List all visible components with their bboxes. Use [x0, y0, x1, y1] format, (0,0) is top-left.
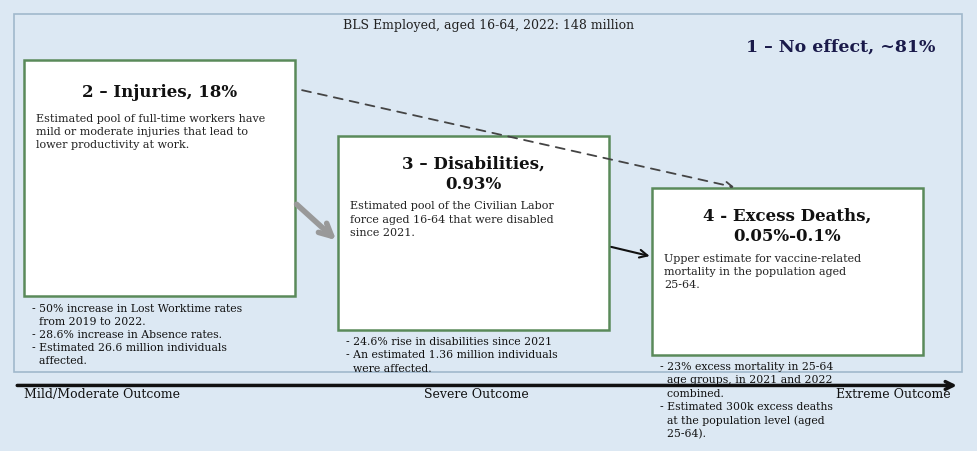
FancyBboxPatch shape [338, 136, 608, 330]
FancyBboxPatch shape [15, 15, 960, 372]
Text: - 23% excess mortality in 25-64
  age groups, in 2021 and 2022
  combined.
- Est: - 23% excess mortality in 25-64 age grou… [659, 361, 832, 438]
Text: 1 – No effect, ~81%: 1 – No effect, ~81% [745, 38, 935, 55]
Text: Extreme Outcome: Extreme Outcome [835, 387, 950, 400]
Text: Upper estimate for vaccine-related
mortality in the population aged
25-64.: Upper estimate for vaccine-related morta… [663, 253, 861, 289]
Text: 2 – Injuries, 18%: 2 – Injuries, 18% [82, 84, 236, 101]
Text: Severe Outcome: Severe Outcome [424, 387, 529, 400]
Text: - 50% increase in Lost Worktime rates
  from 2019 to 2022.
- 28.6% increase in A: - 50% increase in Lost Worktime rates fr… [32, 303, 242, 366]
Text: Estimated pool of the Civilian Labor
force aged 16-64 that were disabled
since 2: Estimated pool of the Civilian Labor for… [350, 201, 553, 237]
Text: Estimated pool of full-time workers have
mild or moderate injuries that lead to
: Estimated pool of full-time workers have… [36, 113, 265, 150]
FancyBboxPatch shape [24, 61, 294, 297]
Text: 3 – Disabilities,
0.93%: 3 – Disabilities, 0.93% [402, 155, 544, 193]
FancyBboxPatch shape [652, 189, 921, 355]
Text: BLS Employed, aged 16-64, 2022: 148 million: BLS Employed, aged 16-64, 2022: 148 mill… [343, 19, 634, 32]
Text: 4 - Excess Deaths,
0.05%-0.1%: 4 - Excess Deaths, 0.05%-0.1% [702, 207, 871, 245]
Text: - 24.6% rise in disabilities since 2021
- An estimated 1.36 million individuals
: - 24.6% rise in disabilities since 2021 … [346, 336, 557, 373]
Text: Mild/Moderate Outcome: Mild/Moderate Outcome [24, 387, 180, 400]
